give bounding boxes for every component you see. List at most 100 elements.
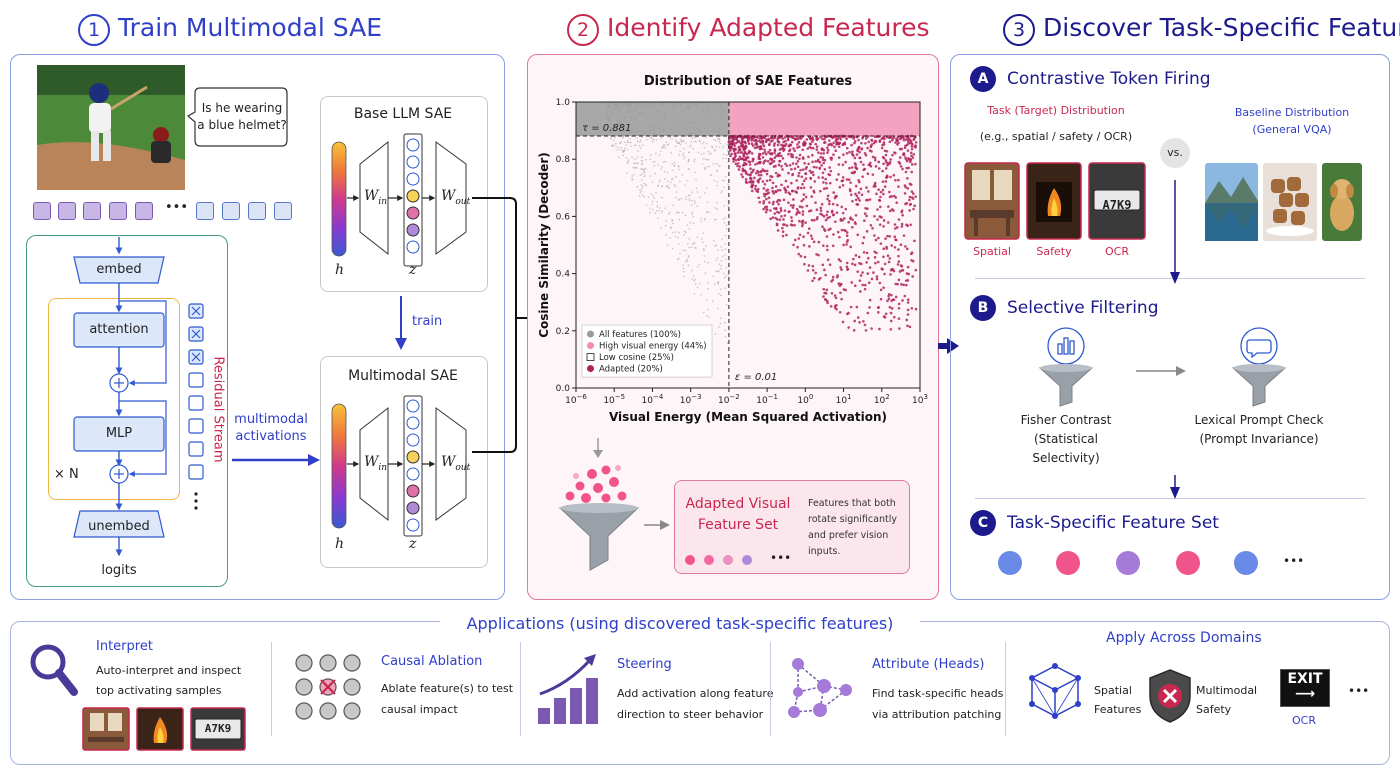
point-adapted [893,235,897,239]
point-all-features [688,227,691,230]
point-adapted [840,228,844,232]
point-adapted [755,135,758,138]
point-adapted [811,264,815,268]
point-adapted [876,218,879,221]
point-adapted [892,269,896,273]
point-all-features [614,136,616,139]
point-all-features [654,125,656,128]
point-adapted [767,196,771,200]
point-all-features [630,117,633,119]
point-adapted [772,192,776,195]
point-adapted [831,213,835,217]
point-adapted [839,283,843,286]
point-all-features [723,179,726,182]
point-all-features [663,170,666,173]
point-adapted [866,311,870,315]
point-adapted [873,181,877,185]
section-2-title: 2 Identify Adapted Features [567,13,930,46]
point-all-features [713,139,715,141]
point-all-features [721,179,724,182]
point-adapted [874,140,878,143]
point-adapted [882,286,885,289]
point-all-features [721,112,723,115]
point-adapted [793,223,796,227]
point-all-features [671,138,673,140]
point-adapted [877,311,880,314]
point-adapted [905,166,909,170]
point-all-features [636,140,639,143]
point-all-features [620,106,623,108]
point-adapted [891,153,894,157]
point-all-features [692,135,695,138]
point-all-features [617,103,620,105]
point-adapted [898,147,902,151]
point-adapted [884,180,888,183]
point-all-features [651,138,653,140]
point-adapted [852,134,855,138]
point-all-features [719,135,722,138]
point-all-features [719,133,721,136]
point-adapted [733,152,737,155]
lexical-funnel [1231,327,1287,407]
point-adapted [812,165,816,169]
spatial-image [964,162,1020,240]
point-adapted [779,209,783,212]
point-adapted [823,137,826,141]
point-adapted [882,255,885,259]
section-1-number: 1 [78,14,110,46]
point-adapted [854,192,857,196]
point-adapted [873,135,877,138]
point-all-features [698,196,701,199]
point-adapted [866,172,870,176]
point-all-features [693,241,696,244]
point-adapted [888,305,892,309]
point-adapted [862,163,865,166]
question-text: Is he wearing a blue helmet? [197,101,287,132]
point-adapted [865,186,868,189]
point-adapted [900,222,904,226]
point-adapted [828,139,831,142]
point-all-features [645,138,648,141]
point-all-features [692,215,694,218]
point-all-features [619,149,622,151]
point-adapted [757,180,760,184]
point-adapted [825,186,829,190]
point-adapted [863,287,867,291]
point-all-features [690,133,693,135]
point-adapted [870,138,873,142]
point-adapted [859,274,863,277]
point-adapted [772,136,775,140]
point-adapted [782,223,785,226]
point-all-features [725,275,727,277]
point-all-features [639,174,642,177]
point-all-features [685,128,688,130]
point-all-features [703,127,706,129]
point-all-features [685,135,687,137]
point-all-features [684,198,687,201]
point-adapted [910,163,914,166]
point-all-features [690,246,693,248]
divider-1 [271,642,272,736]
point-all-features [639,141,641,143]
point-all-features [694,136,697,139]
point-adapted [804,195,808,199]
point-all-features [692,242,695,245]
tau-label: τ = 0.881 [582,123,631,134]
point-all-features [662,130,664,132]
y-axis-label: Cosine Similarity (Decoder) [537,152,551,338]
point-all-features [653,164,656,167]
point-adapted [821,158,825,162]
point-all-features [666,186,669,188]
point-all-features [653,197,656,200]
point-all-features [656,127,659,130]
point-adapted [844,160,847,164]
point-all-features [720,267,722,270]
point-adapted [853,156,857,160]
point-all-features [690,102,693,104]
point-all-features [618,156,620,159]
point-adapted [890,307,894,310]
token-image [109,202,127,220]
interpret-thumb-plate [190,707,246,751]
point-adapted [786,185,790,189]
point-adapted [774,164,777,168]
